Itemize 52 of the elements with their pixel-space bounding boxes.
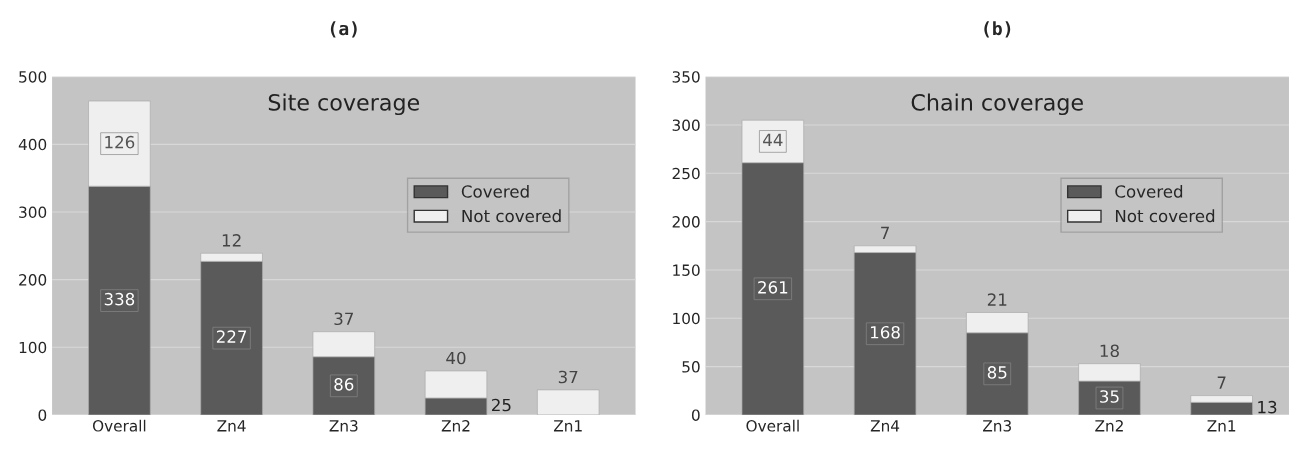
y-tick-label: 200	[19, 274, 47, 286]
x-tick-label: Overall	[92, 419, 146, 432]
y-tick-label: 150	[673, 264, 700, 276]
data-label: 40	[446, 351, 466, 365]
data-label: 168	[870, 325, 900, 339]
data-label: 85	[987, 366, 1007, 379]
x-tick-label: Zn1	[1207, 420, 1236, 432]
x-tick-label: Zn2	[441, 420, 470, 432]
y-tick-label: 0	[691, 409, 700, 421]
y-tick-label: 0	[38, 409, 47, 421]
data-label: 338	[104, 292, 135, 306]
y-tick-label: 400	[18, 138, 47, 151]
data-label: 25	[492, 398, 511, 412]
text: Site coverage	[268, 93, 420, 116]
data-label: 227	[216, 330, 247, 343]
y-tick-label: 100	[673, 312, 700, 325]
data-label: 37	[334, 312, 353, 326]
chart-title: (a)	[330, 21, 357, 38]
legend-label: Covered	[1115, 184, 1183, 198]
legend-label: Not covered	[462, 209, 561, 223]
x-tick-label: Overall	[746, 419, 799, 432]
x-tick-label: Zn3	[329, 420, 358, 432]
legend-label: Covered	[461, 184, 529, 198]
x-tick-label: Zn1	[553, 420, 582, 432]
x-tick-label: Zn4	[870, 420, 900, 432]
y-tick-label: 300	[19, 206, 47, 218]
x-tick-label: Zn3	[983, 420, 1011, 432]
x-tick-label: Zn4	[217, 420, 246, 432]
data-label: 37	[558, 370, 578, 384]
chart-title: (b)	[984, 21, 1011, 38]
y-tick-label: 250	[672, 167, 700, 180]
y-tick-label: 300	[672, 119, 700, 132]
data-label: 126	[105, 135, 135, 149]
y-tick-label: 100	[19, 341, 47, 354]
y-tick-label: 350	[672, 71, 700, 83]
data-label: 7	[881, 226, 889, 239]
data-label: 18	[1100, 344, 1119, 358]
bar	[537, 389, 600, 415]
data-label: 21	[987, 293, 1007, 306]
y-tick-label: 50	[682, 361, 700, 373]
legend-label: Not covered	[1115, 209, 1215, 223]
text: Chain coverage	[911, 93, 1083, 116]
data-label: 44	[763, 133, 783, 147]
data-label: 86	[334, 378, 354, 391]
data-label: 35	[1100, 390, 1119, 403]
x-tick-label: Zn2	[1095, 420, 1123, 432]
data-label: 7	[1217, 376, 1226, 389]
y-tick-label: 500	[19, 71, 47, 83]
data-label: 12	[222, 234, 241, 247]
y-tick-label: 200	[672, 216, 700, 228]
data-label: 13	[1258, 400, 1277, 414]
data-label: 261	[758, 281, 788, 294]
